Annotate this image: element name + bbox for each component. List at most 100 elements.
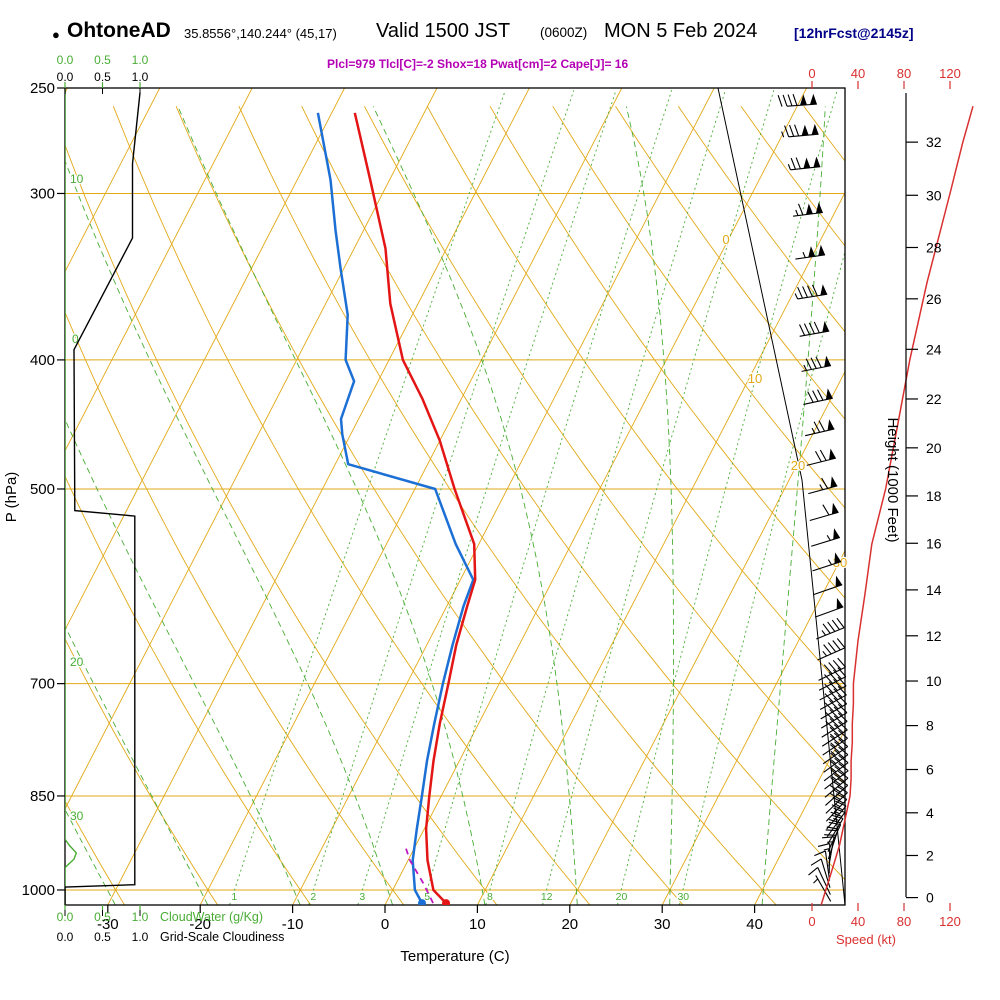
svg-text:30: 30	[70, 809, 84, 823]
svg-text:0.5: 0.5	[94, 930, 111, 944]
svg-text:10: 10	[748, 371, 762, 386]
svg-text:400: 400	[30, 352, 55, 369]
svg-text:0: 0	[926, 890, 934, 906]
forecast-tag: [12hrFcst@2145z]	[794, 25, 914, 41]
svg-text:28: 28	[926, 239, 942, 255]
svg-text:0.0: 0.0	[57, 930, 74, 944]
svg-text:20: 20	[616, 891, 628, 903]
speed-curve	[820, 105, 974, 906]
svg-text:300: 300	[30, 185, 55, 202]
station-coordinates: 35.8556°,140.244° (45,17)	[184, 26, 337, 41]
svg-text:2: 2	[310, 891, 316, 903]
svg-text:0.5: 0.5	[94, 53, 111, 67]
svg-text:40: 40	[851, 914, 865, 929]
svg-text:80: 80	[897, 66, 911, 81]
svg-text:120: 120	[939, 914, 961, 929]
svg-text:22: 22	[926, 391, 942, 407]
svg-text:P (hPa): P (hPa)	[3, 472, 20, 523]
valid-date: MON 5 Feb 2024	[604, 20, 758, 42]
surface-temp-dot	[442, 899, 451, 905]
svg-text:8: 8	[926, 718, 934, 734]
cloudiness-profile	[65, 92, 141, 905]
svg-text:20: 20	[926, 440, 942, 456]
svg-text:-20: -20	[189, 916, 211, 933]
svg-text:0: 0	[72, 332, 79, 346]
svg-text:40: 40	[851, 66, 865, 81]
svg-text:5: 5	[424, 891, 430, 903]
station-bullet-icon: ●	[52, 27, 60, 42]
svg-text:2: 2	[926, 847, 934, 863]
svg-text:4: 4	[926, 805, 934, 821]
svg-text:10: 10	[70, 172, 84, 186]
svg-text:0.5: 0.5	[94, 910, 111, 924]
valid-time-zulu: (0600Z)	[540, 25, 588, 40]
background-grid	[65, 88, 845, 905]
temperature-axis: -30 -20 -10 0 10 20 30 40 Temperature (C)	[97, 905, 763, 965]
pressure-axis: 250 300 400 500 700 850 1000 P (hPa)	[3, 80, 65, 899]
svg-text:30: 30	[677, 891, 689, 903]
svg-text:1000: 1000	[22, 882, 55, 899]
svg-text:10: 10	[926, 673, 942, 689]
svg-text:30: 30	[926, 187, 942, 203]
svg-text:20: 20	[70, 655, 84, 669]
svg-text:0: 0	[808, 914, 815, 929]
svg-text:0.0: 0.0	[57, 53, 74, 67]
svg-text:0: 0	[808, 66, 815, 81]
svg-text:0: 0	[381, 916, 389, 933]
svg-text:Height (1000 Feet): Height (1000 Feet)	[884, 417, 901, 542]
svg-text:120: 120	[939, 66, 961, 81]
grid-labels: 1235812203001020301002030	[69, 171, 849, 905]
svg-text:8: 8	[487, 891, 493, 903]
station-name: OhtoneAD	[67, 19, 171, 42]
svg-text:-10: -10	[282, 916, 304, 933]
svg-text:12: 12	[541, 891, 553, 903]
svg-text:1.0: 1.0	[132, 70, 149, 84]
svg-text:0.5: 0.5	[94, 70, 111, 84]
svg-text:10: 10	[469, 916, 486, 933]
svg-text:20: 20	[791, 458, 805, 473]
params-line: Plcl=979 Tlcl[C]=-2 Shox=18 Pwat[cm]=2 C…	[327, 57, 629, 71]
svg-text:24: 24	[926, 341, 942, 357]
svg-text:0: 0	[722, 232, 729, 247]
svg-text:32: 32	[926, 134, 942, 150]
svg-text:0.0: 0.0	[57, 910, 74, 924]
surface-dewpoint-dot	[418, 899, 427, 905]
scale-rows: 0.0 0.0 0.0 0.0 0.5 0.5 0.5 0.5 1.0 1.0 1.0 1.0 Clou…	[57, 53, 285, 944]
cloudwater-profile	[65, 88, 78, 905]
svg-text:6: 6	[926, 762, 934, 778]
svg-text:16: 16	[926, 535, 942, 551]
temperature-curve	[353, 112, 477, 904]
svg-text:1.0: 1.0	[132, 910, 149, 924]
svg-text:850: 850	[30, 788, 55, 805]
svg-text:1.0: 1.0	[132, 930, 149, 944]
parcel-curve	[404, 845, 434, 904]
wind-barbs	[777, 93, 849, 902]
svg-text:Grid-Scale Cloudiness: Grid-Scale Cloudiness	[160, 930, 284, 944]
svg-text:30: 30	[654, 916, 671, 933]
svg-text:20: 20	[561, 916, 578, 933]
svg-text:40: 40	[746, 916, 763, 933]
svg-text:0.0: 0.0	[57, 70, 74, 84]
diagonal-reference-line	[717, 88, 845, 905]
svg-text:3: 3	[359, 891, 365, 903]
svg-text:250: 250	[30, 80, 55, 97]
svg-text:Speed (kt): Speed (kt)	[836, 932, 896, 947]
svg-text:Temperature (C): Temperature (C)	[400, 948, 509, 965]
svg-text:1: 1	[231, 891, 237, 903]
svg-text:-30: -30	[97, 916, 119, 933]
svg-text:700: 700	[30, 676, 55, 693]
profiles	[65, 88, 477, 905]
svg-text:18: 18	[926, 488, 942, 504]
svg-text:14: 14	[926, 582, 942, 598]
valid-time: Valid 1500 JST	[376, 20, 511, 42]
svg-text:1.0: 1.0	[132, 53, 149, 67]
svg-text:CloudWater (g/Kg): CloudWater (g/Kg)	[160, 910, 263, 924]
svg-text:12: 12	[926, 628, 942, 644]
svg-text:80: 80	[897, 914, 911, 929]
svg-text:26: 26	[926, 291, 942, 307]
svg-text:500: 500	[30, 481, 55, 498]
